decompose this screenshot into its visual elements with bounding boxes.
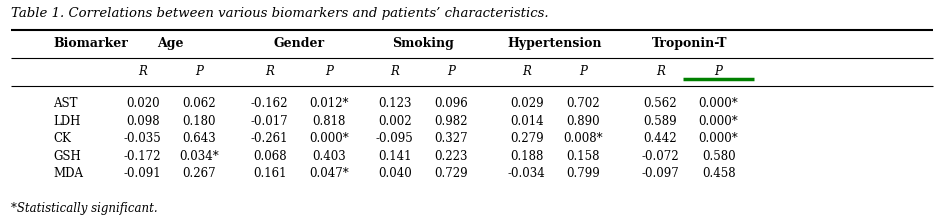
Text: Age: Age <box>158 37 184 50</box>
Text: -0.091: -0.091 <box>124 167 161 180</box>
Text: 0.458: 0.458 <box>701 167 735 180</box>
Text: 0.818: 0.818 <box>312 115 346 127</box>
Text: R: R <box>265 65 274 78</box>
Text: 0.267: 0.267 <box>182 167 216 180</box>
Text: 0.982: 0.982 <box>434 115 468 127</box>
Text: 0.008*: 0.008* <box>564 132 603 145</box>
Text: 0.442: 0.442 <box>644 132 677 145</box>
Text: 0.096: 0.096 <box>434 97 468 110</box>
Text: 0.327: 0.327 <box>434 132 468 145</box>
Text: *Statistically significant.: *Statistically significant. <box>10 202 158 215</box>
Text: 0.000*: 0.000* <box>699 115 738 127</box>
Text: 0.034*: 0.034* <box>179 150 219 163</box>
Text: -0.017: -0.017 <box>251 115 289 127</box>
Text: 0.158: 0.158 <box>566 150 599 163</box>
Text: 0.047*: 0.047* <box>309 167 349 180</box>
Text: P: P <box>195 65 203 78</box>
Text: Gender: Gender <box>274 37 325 50</box>
Text: -0.162: -0.162 <box>251 97 288 110</box>
Text: 0.000*: 0.000* <box>699 97 738 110</box>
Text: 0.014: 0.014 <box>510 115 544 127</box>
Text: -0.172: -0.172 <box>124 150 161 163</box>
Text: 0.180: 0.180 <box>182 115 216 127</box>
Text: P: P <box>579 65 587 78</box>
Text: 0.643: 0.643 <box>182 132 216 145</box>
Text: 0.279: 0.279 <box>510 132 544 145</box>
Text: 0.589: 0.589 <box>644 115 677 127</box>
Text: R: R <box>522 65 531 78</box>
Text: 0.562: 0.562 <box>644 97 677 110</box>
Text: 0.000*: 0.000* <box>699 132 738 145</box>
Text: MDA: MDA <box>53 167 83 180</box>
Text: R: R <box>138 65 147 78</box>
Text: -0.261: -0.261 <box>251 132 288 145</box>
Text: -0.034: -0.034 <box>508 167 546 180</box>
Text: -0.072: -0.072 <box>641 150 679 163</box>
Text: Smoking: Smoking <box>392 37 454 50</box>
Text: AST: AST <box>53 97 77 110</box>
Text: -0.035: -0.035 <box>124 132 161 145</box>
Text: 0.062: 0.062 <box>182 97 216 110</box>
Text: Table 1. Correlations between various biomarkers and patients’ characteristics.: Table 1. Correlations between various bi… <box>10 7 548 20</box>
Text: 0.141: 0.141 <box>378 150 412 163</box>
Text: 0.012*: 0.012* <box>310 97 348 110</box>
Text: 0.040: 0.040 <box>378 167 412 180</box>
Text: 0.068: 0.068 <box>253 150 286 163</box>
Text: 0.890: 0.890 <box>566 115 599 127</box>
Text: 0.161: 0.161 <box>253 167 286 180</box>
Text: 0.029: 0.029 <box>510 97 544 110</box>
Text: 0.000*: 0.000* <box>309 132 349 145</box>
Text: P: P <box>325 65 333 78</box>
Text: 0.020: 0.020 <box>126 97 160 110</box>
Text: -0.095: -0.095 <box>376 132 413 145</box>
Text: 0.123: 0.123 <box>378 97 412 110</box>
Text: R: R <box>391 65 399 78</box>
Text: 0.729: 0.729 <box>434 167 468 180</box>
Text: LDH: LDH <box>53 115 80 127</box>
Text: Biomarker: Biomarker <box>53 37 128 50</box>
Text: 0.702: 0.702 <box>566 97 599 110</box>
Text: P: P <box>715 65 722 78</box>
Text: 0.188: 0.188 <box>510 150 544 163</box>
Text: CK: CK <box>53 132 71 145</box>
Text: 0.098: 0.098 <box>126 115 160 127</box>
Text: Troponin-T: Troponin-T <box>651 37 727 50</box>
Text: -0.097: -0.097 <box>641 167 679 180</box>
Text: 0.002: 0.002 <box>378 115 412 127</box>
Text: 0.799: 0.799 <box>566 167 600 180</box>
Text: 0.580: 0.580 <box>701 150 735 163</box>
Text: 0.223: 0.223 <box>434 150 468 163</box>
Text: R: R <box>656 65 665 78</box>
Text: P: P <box>447 65 455 78</box>
Text: GSH: GSH <box>53 150 81 163</box>
Text: 0.403: 0.403 <box>312 150 346 163</box>
Text: Hypertension: Hypertension <box>508 37 602 50</box>
